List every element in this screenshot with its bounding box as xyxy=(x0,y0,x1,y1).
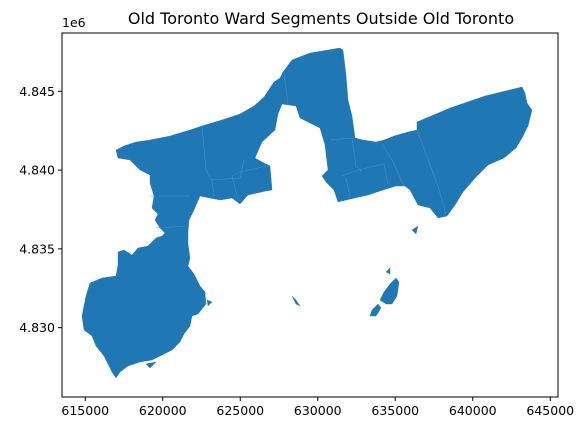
x-tick-label: 635000 xyxy=(371,403,419,418)
y-axis: 4.830 4.835 4.840 4.845 xyxy=(19,84,62,335)
ward-polygons-main xyxy=(81,47,533,379)
y-tick-label: 4.835 xyxy=(19,241,55,256)
x-tick-label: 640000 xyxy=(449,403,497,418)
x-tick-label: 625000 xyxy=(216,403,264,418)
map-geometries xyxy=(81,47,533,379)
ward-polygons-waterfront xyxy=(145,361,157,369)
ward-polygons-waterfront xyxy=(291,295,301,307)
plot-area-frame xyxy=(61,32,559,398)
map-title: Old Toronto Ward Segments Outside Old To… xyxy=(128,9,514,28)
x-tick-label: 615000 xyxy=(61,403,109,418)
ward-polygons-waterfront xyxy=(379,277,400,305)
x-tick-label: 630000 xyxy=(294,403,342,418)
ward-boundaries xyxy=(150,73,447,229)
x-axis: 615000 620000 625000 630000 635000 640000 6450… xyxy=(61,397,574,418)
y-axis-offset-label: 1e6 xyxy=(62,15,86,30)
x-tick-label: 620000 xyxy=(139,403,187,418)
ward-polygons-waterfront xyxy=(206,299,213,307)
y-tick-label: 4.830 xyxy=(19,320,55,335)
ward-polygons-waterfront xyxy=(385,267,391,275)
x-tick-label: 645000 xyxy=(526,403,574,418)
ward-polygons-waterfront xyxy=(411,225,419,235)
y-tick-label: 4.840 xyxy=(19,163,55,178)
y-tick-label: 4.845 xyxy=(19,84,55,99)
ward-polygons-waterfront xyxy=(369,303,382,317)
